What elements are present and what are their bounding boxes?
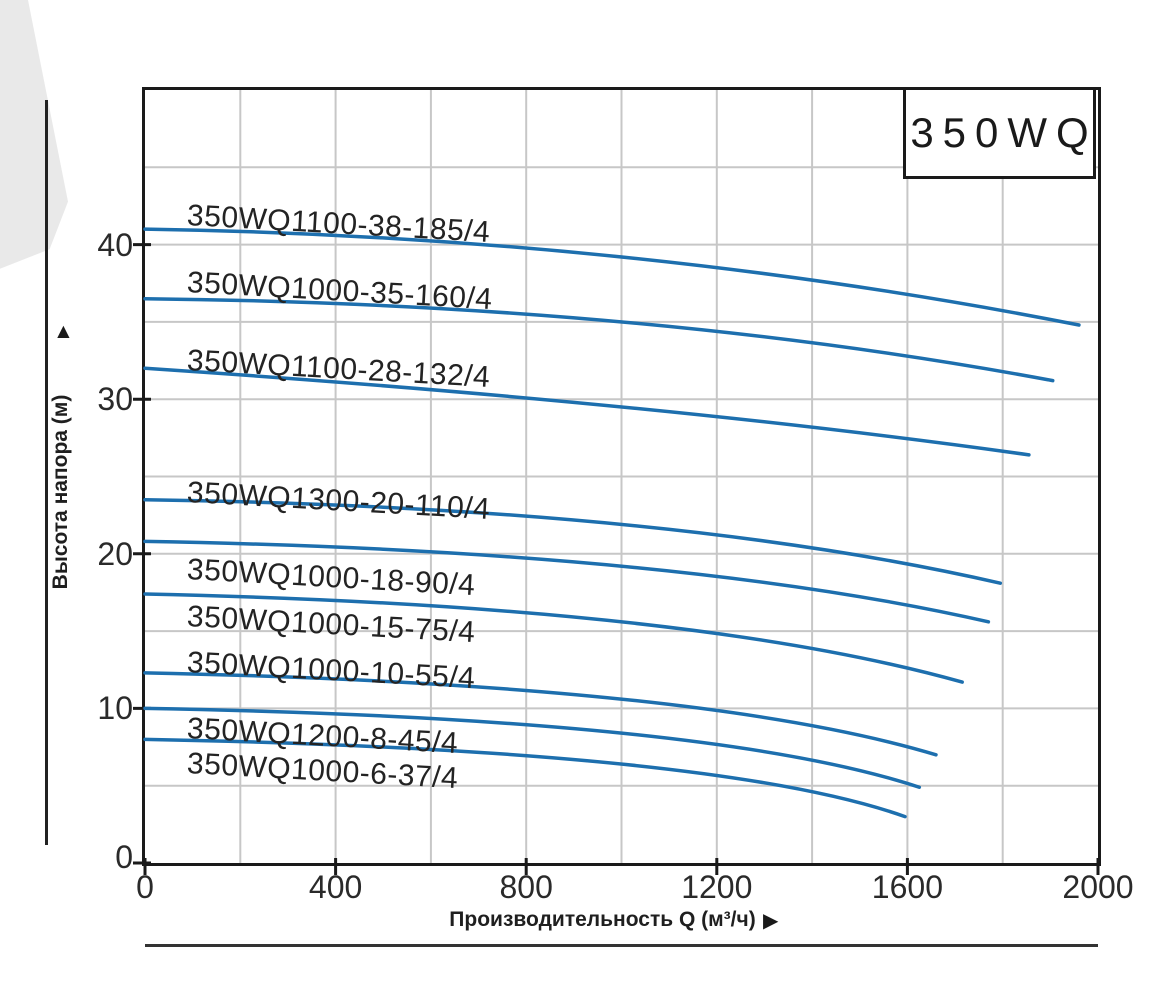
x-tick-label: 1200 [681, 869, 753, 905]
pump-curve-350WQ1000-18-90/4 [143, 539, 991, 624]
y-tick-label: 40 [97, 226, 133, 263]
y-tick-label: 10 [97, 690, 133, 727]
pump-curve-350WQ1000-35-160/4 [143, 296, 1055, 383]
pump-curve-350WQ1200-8-45/4 [143, 706, 922, 789]
series-title: 350WQ [910, 109, 1098, 156]
axis-ticks [133, 243, 1100, 875]
pump-curve-350WQ1000-10-55/4 [143, 671, 938, 757]
y-tick-label: 20 [97, 535, 133, 572]
x-tick-label: 400 [308, 869, 363, 905]
x-tick-label: 2000 [1062, 869, 1134, 905]
right-arrow-icon: ▶ [763, 910, 779, 932]
x-tick-label: 1600 [871, 869, 943, 905]
pump-curve-350WQ1000-15-75/4 [143, 592, 964, 684]
bottom-margin-rule [145, 944, 1098, 947]
chart-plot-area [133, 87, 1101, 875]
x-axis-title: Производительность Q (м³/ч) [449, 908, 756, 931]
y-tick-label: 0 [115, 839, 133, 875]
gridlines [145, 90, 1098, 863]
y-axis-title: Высота напора (м) [49, 394, 72, 590]
pump-curve-350WQ1100-28-132/4 [143, 366, 1031, 457]
up-arrow-icon: ▲ [53, 320, 74, 343]
x-tick-label: 800 [499, 869, 553, 905]
pump-curve-350WQ1000-6-37/4 [143, 737, 907, 819]
left-margin-rule [45, 100, 48, 845]
y-tick-label: 30 [97, 381, 133, 418]
chart-canvas [133, 90, 1100, 875]
pump-curve-350WQ1100-38-185/4 [143, 227, 1081, 327]
x-tick-label: 0 [136, 869, 154, 905]
corner-decoration [0, 0, 68, 269]
series-title-box: 350WQ [903, 87, 1096, 179]
pump-curve-350WQ1300-20-110/4 [143, 497, 1003, 585]
